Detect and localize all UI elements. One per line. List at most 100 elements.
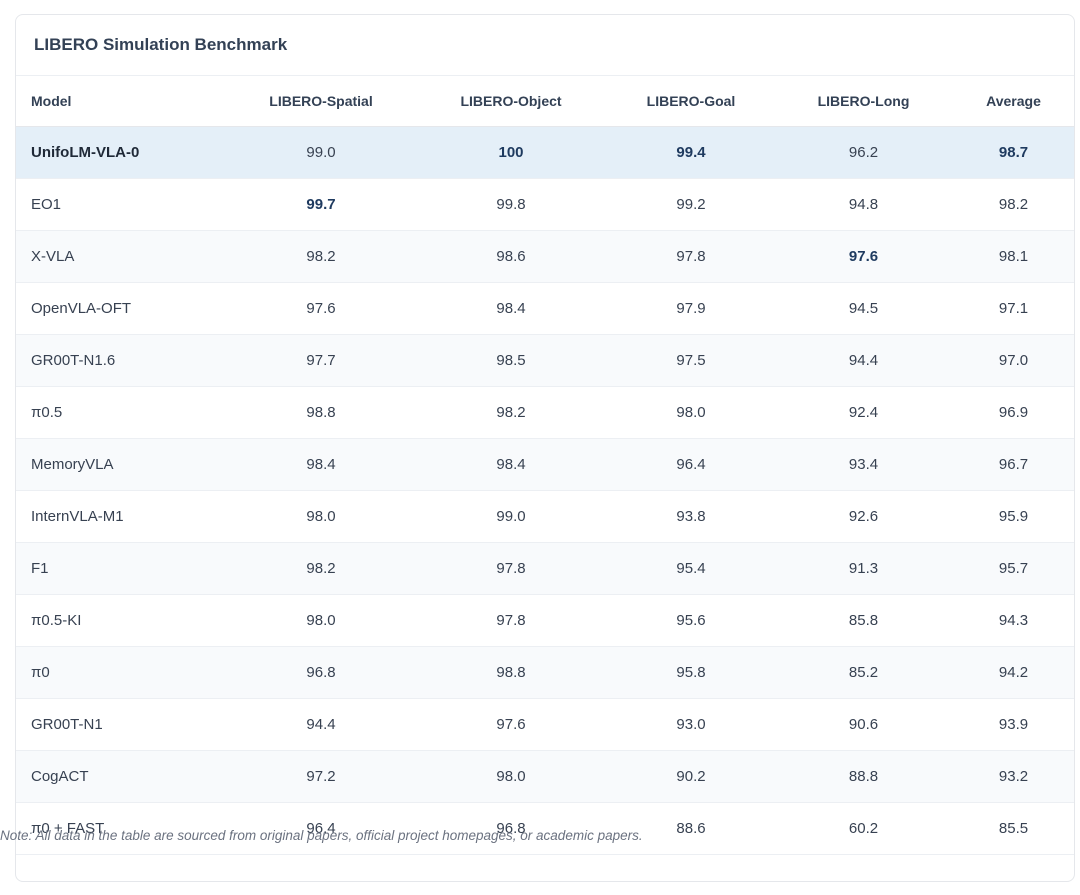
cell-libero-long: 88.8 bbox=[776, 750, 951, 803]
cell-model: MemoryVLA bbox=[16, 438, 226, 491]
cell-libero-goal: 90.2 bbox=[606, 750, 776, 803]
cell-libero-goal: 95.8 bbox=[606, 646, 776, 699]
table-row: GR00T-N1 94.4 97.6 93.0 90.6 93.9 bbox=[16, 698, 1074, 751]
cell-libero-object: 98.6 bbox=[416, 230, 606, 283]
cell-libero-spatial: 97.7 bbox=[226, 334, 416, 387]
cell-average: 97.1 bbox=[951, 282, 1074, 335]
cell-libero-goal: 97.5 bbox=[606, 334, 776, 387]
benchmark-card: LIBERO Simulation Benchmark Model LIBERO… bbox=[15, 14, 1075, 882]
cell-libero-spatial: 98.4 bbox=[226, 438, 416, 491]
cell-libero-object: 98.4 bbox=[416, 438, 606, 491]
cell-libero-goal: 95.6 bbox=[606, 594, 776, 647]
table-note: Note: All data in the table are sourced … bbox=[0, 828, 643, 843]
column-header-libero-goal: LIBERO-Goal bbox=[606, 76, 776, 127]
cell-libero-goal: 93.0 bbox=[606, 698, 776, 751]
cell-model: CogACT bbox=[16, 750, 226, 803]
cell-average: 95.9 bbox=[951, 490, 1074, 543]
cell-libero-long: 93.4 bbox=[776, 438, 951, 491]
cell-libero-object: 97.8 bbox=[416, 542, 606, 595]
cell-libero-spatial: 99.7 bbox=[226, 178, 416, 231]
cell-average: 96.9 bbox=[951, 386, 1074, 439]
cell-libero-long: 60.2 bbox=[776, 802, 951, 855]
cell-libero-spatial: 98.0 bbox=[226, 490, 416, 543]
cell-average: 94.2 bbox=[951, 646, 1074, 699]
cell-libero-spatial: 97.2 bbox=[226, 750, 416, 803]
cell-average: 95.7 bbox=[951, 542, 1074, 595]
cell-libero-object: 98.4 bbox=[416, 282, 606, 335]
cell-libero-goal: 95.4 bbox=[606, 542, 776, 595]
cell-libero-spatial: 99.0 bbox=[226, 126, 416, 179]
cell-libero-goal: 93.8 bbox=[606, 490, 776, 543]
table-row: OpenVLA-OFT 97.6 98.4 97.9 94.5 97.1 bbox=[16, 282, 1074, 335]
column-header-average: Average bbox=[951, 76, 1074, 127]
cell-libero-long: 94.5 bbox=[776, 282, 951, 335]
column-header-model: Model bbox=[16, 76, 226, 127]
cell-libero-object: 97.6 bbox=[416, 698, 606, 751]
cell-libero-goal: 98.0 bbox=[606, 386, 776, 439]
cell-model: X-VLA bbox=[16, 230, 226, 283]
table-row: π0.5 98.8 98.2 98.0 92.4 96.9 bbox=[16, 386, 1074, 439]
cell-libero-object: 99.0 bbox=[416, 490, 606, 543]
column-header-libero-spatial: LIBERO-Spatial bbox=[226, 76, 416, 127]
cell-model: InternVLA-M1 bbox=[16, 490, 226, 543]
table-body: UnifoLM-VLA-0 99.0 100 99.4 96.2 98.7 EO1 99.7 9… bbox=[16, 126, 1074, 855]
cell-libero-object: 97.8 bbox=[416, 594, 606, 647]
cell-libero-spatial: 98.2 bbox=[226, 230, 416, 283]
header-row: Model LIBERO-Spatial LIBERO-Object LIBER… bbox=[16, 76, 1074, 127]
table-row: π0 96.8 98.8 95.8 85.2 94.2 bbox=[16, 646, 1074, 699]
cell-libero-spatial: 98.8 bbox=[226, 386, 416, 439]
cell-libero-object: 98.2 bbox=[416, 386, 606, 439]
benchmark-table: Model LIBERO-Spatial LIBERO-Object LIBER… bbox=[16, 76, 1074, 855]
table-row: EO1 99.7 99.8 99.2 94.8 98.2 bbox=[16, 178, 1074, 231]
column-header-libero-object: LIBERO-Object bbox=[416, 76, 606, 127]
cell-libero-long: 90.6 bbox=[776, 698, 951, 751]
column-header-libero-long: LIBERO-Long bbox=[776, 76, 951, 127]
table-row: GR00T-N1.6 97.7 98.5 97.5 94.4 97.0 bbox=[16, 334, 1074, 387]
cell-libero-spatial: 96.8 bbox=[226, 646, 416, 699]
cell-model: π0 + FAST bbox=[16, 802, 226, 855]
cell-libero-long: 94.4 bbox=[776, 334, 951, 387]
cell-libero-long: 97.6 bbox=[776, 230, 951, 283]
cell-libero-goal: 88.6 bbox=[606, 802, 776, 855]
cell-libero-object: 100 bbox=[416, 126, 606, 179]
cell-libero-object: 96.8 bbox=[416, 802, 606, 855]
cell-libero-long: 85.2 bbox=[776, 646, 951, 699]
cell-average: 94.3 bbox=[951, 594, 1074, 647]
cell-libero-spatial: 94.4 bbox=[226, 698, 416, 751]
cell-model: F1 bbox=[16, 542, 226, 595]
cell-model: π0 bbox=[16, 646, 226, 699]
cell-libero-long: 96.2 bbox=[776, 126, 951, 179]
cell-average: 85.5 bbox=[951, 802, 1074, 855]
cell-average: 98.1 bbox=[951, 230, 1074, 283]
cell-libero-goal: 99.2 bbox=[606, 178, 776, 231]
cell-average: 93.2 bbox=[951, 750, 1074, 803]
cell-libero-long: 85.8 bbox=[776, 594, 951, 647]
table-row: F1 98.2 97.8 95.4 91.3 95.7 bbox=[16, 542, 1074, 595]
table-row: π0 + FAST 96.4 96.8 88.6 60.2 85.5 bbox=[16, 802, 1074, 855]
table-row: MemoryVLA 98.4 98.4 96.4 93.4 96.7 bbox=[16, 438, 1074, 491]
cell-average: 93.9 bbox=[951, 698, 1074, 751]
cell-model: OpenVLA-OFT bbox=[16, 282, 226, 335]
cell-model: GR00T-N1.6 bbox=[16, 334, 226, 387]
cell-average: 96.7 bbox=[951, 438, 1074, 491]
cell-libero-spatial: 96.4 bbox=[226, 802, 416, 855]
cell-libero-goal: 99.4 bbox=[606, 126, 776, 179]
cell-libero-object: 98.0 bbox=[416, 750, 606, 803]
cell-average: 98.7 bbox=[951, 126, 1074, 179]
cell-model: EO1 bbox=[16, 178, 226, 231]
cell-average: 97.0 bbox=[951, 334, 1074, 387]
table-title: LIBERO Simulation Benchmark bbox=[16, 15, 1074, 76]
table-row: CogACT 97.2 98.0 90.2 88.8 93.2 bbox=[16, 750, 1074, 803]
table-row: X-VLA 98.2 98.6 97.8 97.6 98.1 bbox=[16, 230, 1074, 283]
cell-model: GR00T-N1 bbox=[16, 698, 226, 751]
cell-libero-goal: 97.9 bbox=[606, 282, 776, 335]
cell-libero-object: 98.8 bbox=[416, 646, 606, 699]
cell-libero-goal: 97.8 bbox=[606, 230, 776, 283]
table-row: InternVLA-M1 98.0 99.0 93.8 92.6 95.9 bbox=[16, 490, 1074, 543]
cell-libero-spatial: 97.6 bbox=[226, 282, 416, 335]
table-row: π0.5-KI 98.0 97.8 95.6 85.8 94.3 bbox=[16, 594, 1074, 647]
cell-libero-long: 94.8 bbox=[776, 178, 951, 231]
cell-model: π0.5 bbox=[16, 386, 226, 439]
cell-libero-spatial: 98.0 bbox=[226, 594, 416, 647]
cell-libero-goal: 96.4 bbox=[606, 438, 776, 491]
